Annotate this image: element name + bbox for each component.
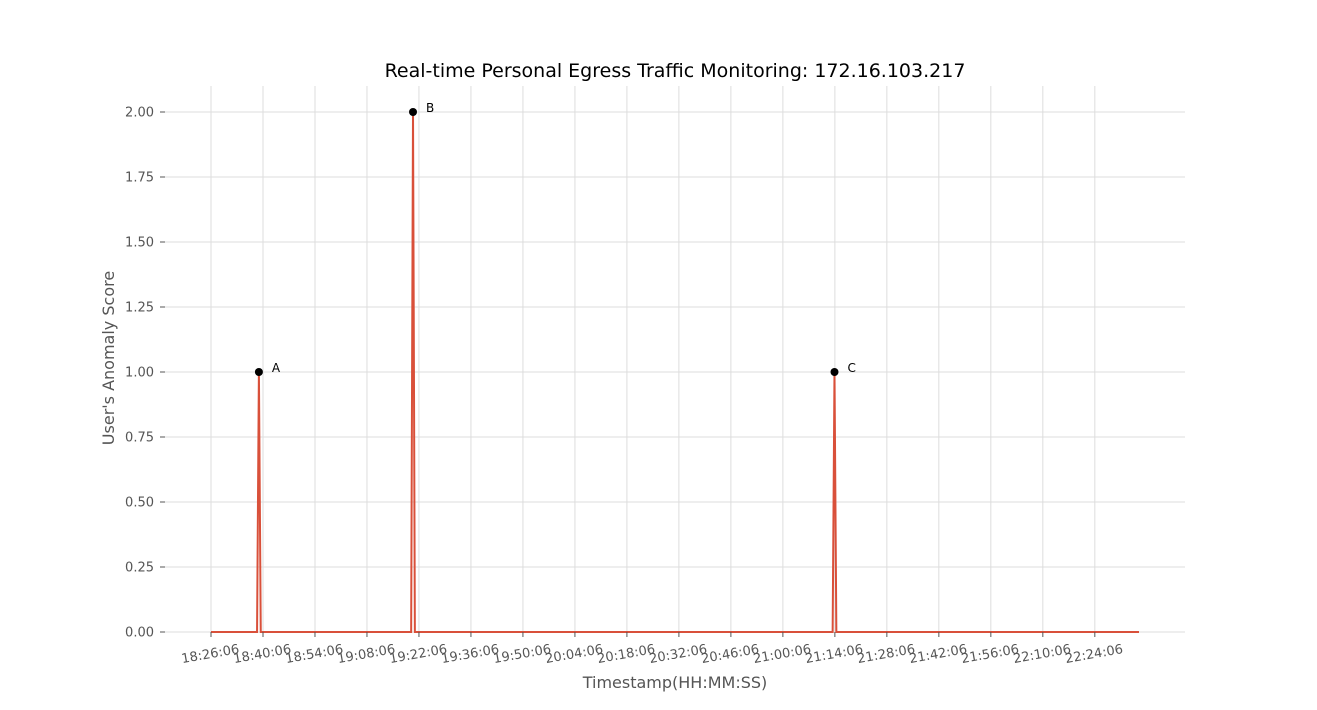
y-tick-label: 1.25 (125, 301, 154, 316)
y-tick-label: 1.50 (125, 236, 154, 251)
y-tick-label: 0.00 (125, 626, 154, 641)
anomaly-point-b (409, 108, 418, 116)
x-axis-label: Timestamp(HH:MM:SS) (582, 673, 768, 692)
axes: 0.00 0.25 0.50 0.75 1.00 1.25 1.50 1.75 2.00 18:2… (125, 106, 1124, 668)
x-tick-label: 21:42:06 (908, 642, 968, 667)
x-tick-label: 18:54:06 (284, 642, 344, 667)
x-tick-label: 20:04:06 (544, 642, 604, 667)
grid (165, 86, 1185, 633)
y-tick-label: 0.75 (125, 431, 154, 446)
x-tick-label: 21:28:06 (856, 642, 916, 667)
x-tick-label: 19:22:06 (388, 642, 448, 667)
y-tick-label: 1.75 (125, 171, 154, 186)
chart-title: Real-time Personal Egress Traffic Monito… (385, 60, 966, 82)
y-tick-label: 0.50 (125, 496, 154, 511)
y-tick-label: 2.00 (125, 106, 154, 121)
x-tick-label: 21:00:06 (752, 642, 812, 667)
x-tick-label: 19:08:06 (336, 642, 396, 667)
x-tick-label: 20:32:06 (648, 642, 708, 667)
x-tick-label: 22:24:06 (1064, 642, 1124, 667)
anomaly-point-c (830, 368, 839, 376)
y-tick-label: 0.25 (125, 561, 154, 576)
anomaly-label-c: C (847, 361, 855, 375)
anomaly-label-a: A (272, 361, 281, 375)
anomaly-label-b: B (426, 101, 434, 115)
x-tick-label: 19:50:06 (492, 642, 552, 667)
x-tick-label: 22:10:06 (1012, 642, 1072, 667)
x-tick-label: 20:18:06 (596, 642, 656, 667)
anomaly-point-a (254, 368, 263, 376)
annotations: A B C (254, 101, 856, 376)
x-tick-label: 20:46:06 (700, 642, 760, 667)
y-axis-label: User's Anomaly Score (99, 271, 118, 445)
x-tick-label: 18:26:06 (180, 642, 240, 667)
x-tick-label: 19:36:06 (440, 642, 500, 667)
x-tick-label: 18:40:06 (232, 642, 292, 667)
y-tick-label: 1.00 (125, 366, 154, 381)
x-tick-label: 21:56:06 (960, 642, 1020, 667)
x-tick-label: 21:14:06 (804, 642, 864, 667)
